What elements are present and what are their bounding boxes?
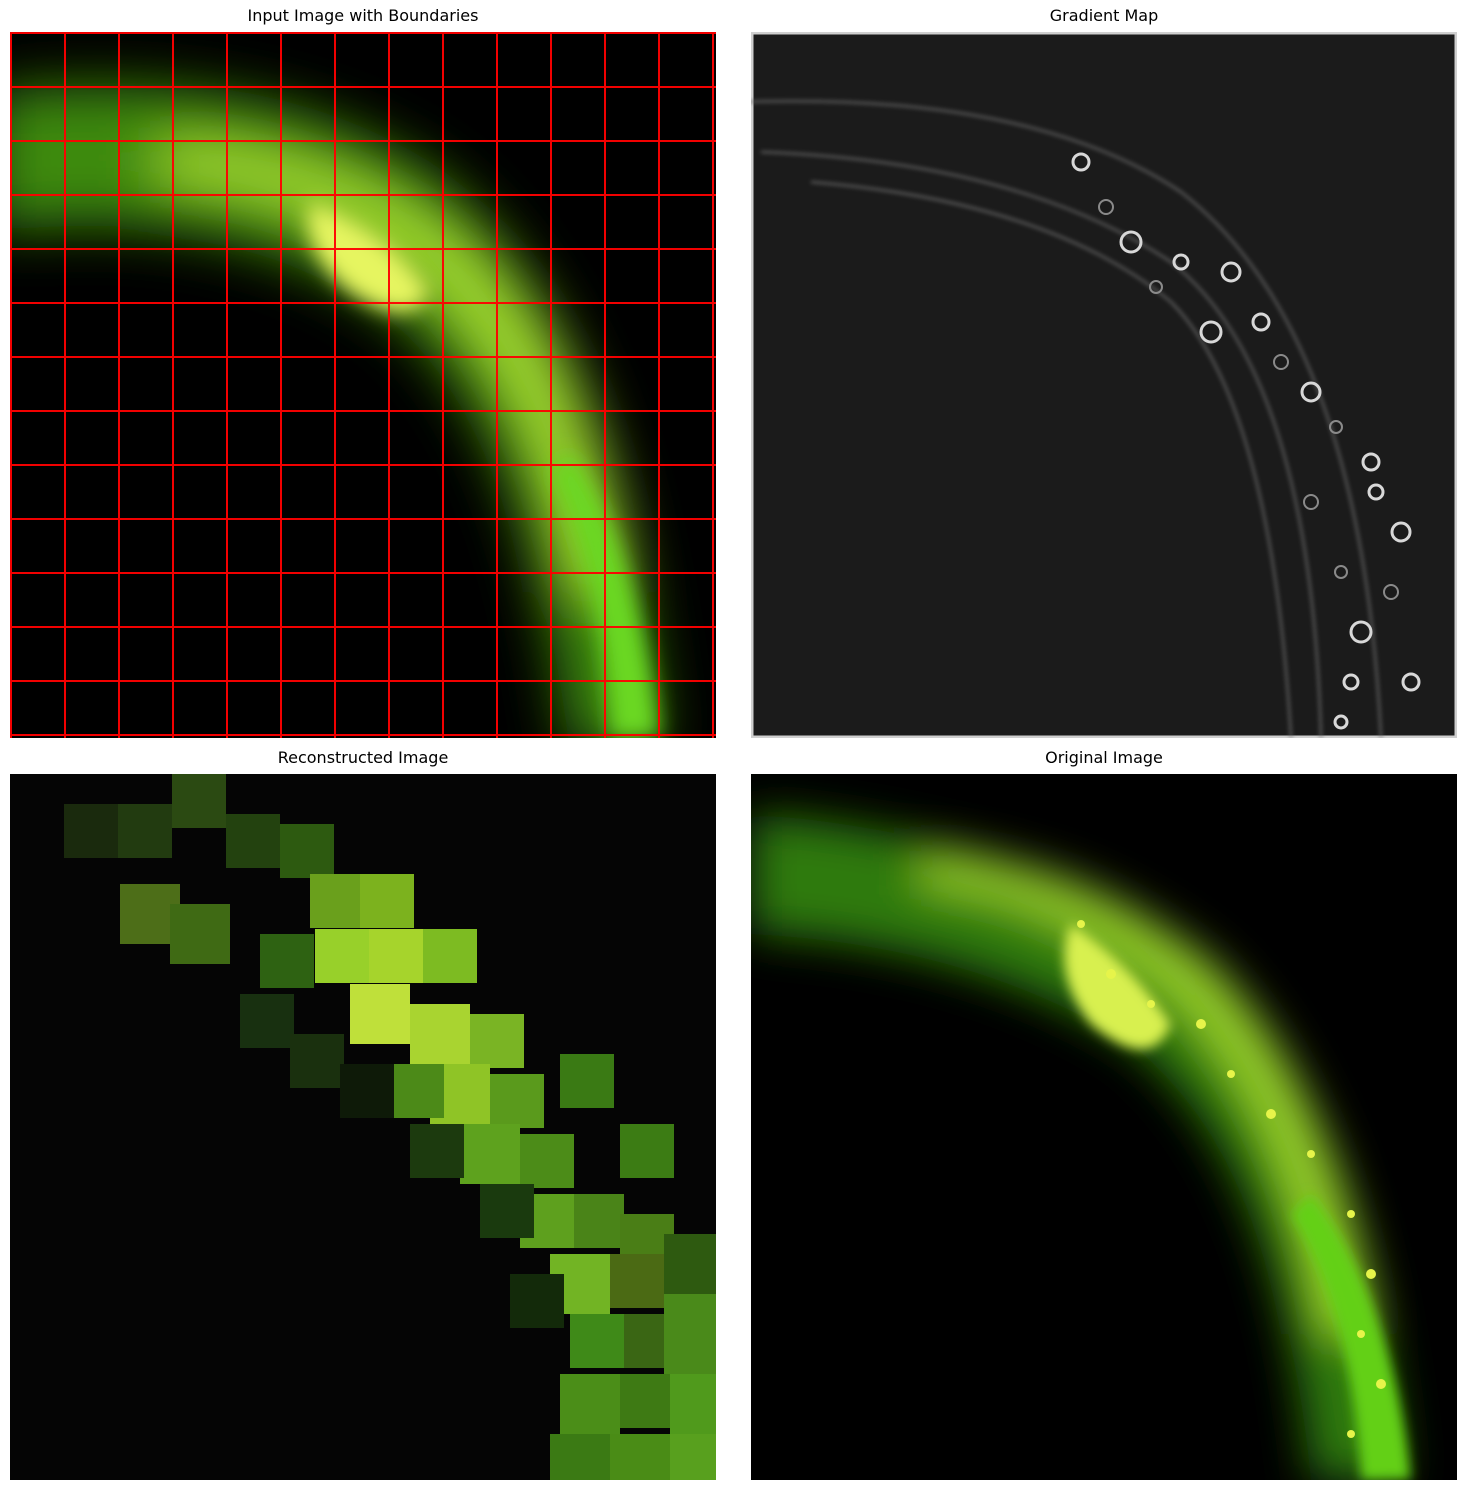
- panel-title: Original Image: [1045, 748, 1163, 767]
- panel-gradient-map: Gradient Map: [751, 2, 1457, 742]
- panel-title: Gradient Map: [1049, 6, 1159, 25]
- panel-title: Reconstructed Image: [277, 748, 449, 767]
- panel-reconstructed: Reconstructed Image: [10, 744, 716, 1484]
- panel-title: Input Image with Boundaries: [247, 6, 479, 25]
- panel-original: Original Image: [751, 744, 1457, 1484]
- panel-input-boundaries: Input Image with Boundaries: [10, 2, 716, 742]
- gradient-map-image: [751, 32, 1457, 738]
- input-image-with-boundaries: [10, 32, 716, 738]
- reconstructed-image: [10, 774, 716, 1480]
- original-image: [751, 774, 1457, 1480]
